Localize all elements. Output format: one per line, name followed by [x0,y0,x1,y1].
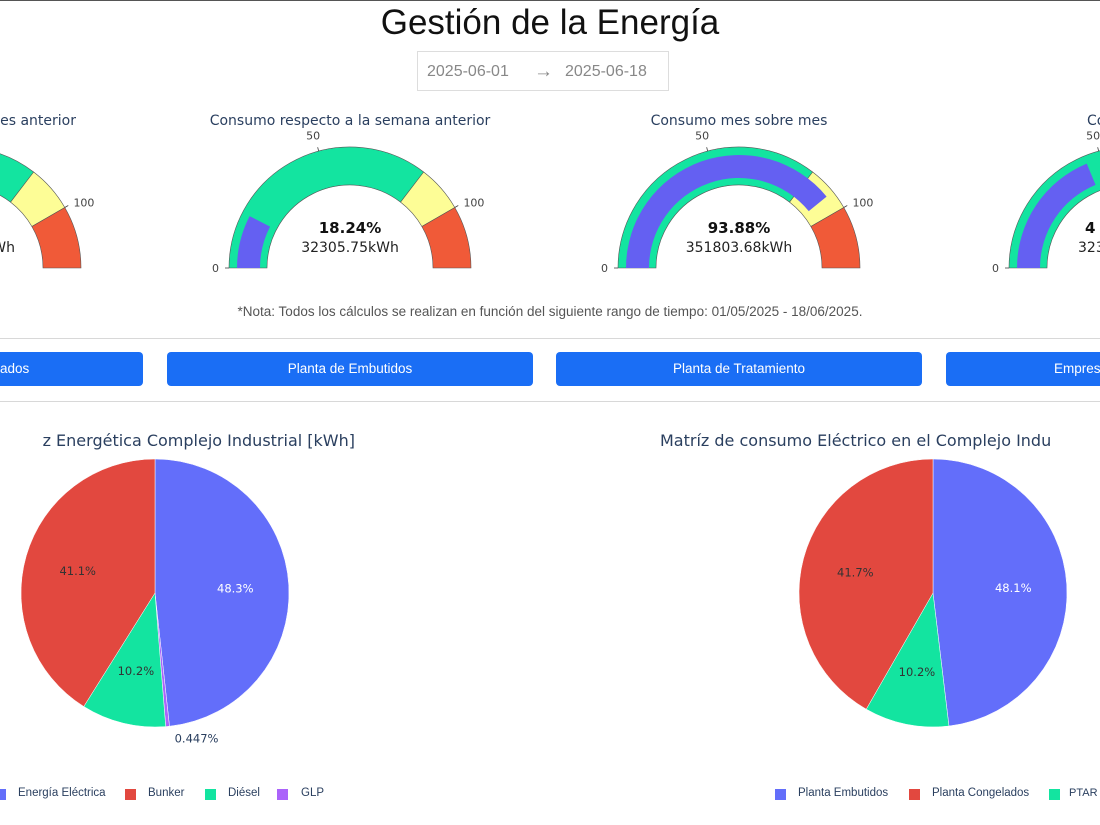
gauge-kwh: 351803.68kWh [686,240,793,256]
gauge-step-green [0,153,35,203]
legend-item[interactable]: Planta Embutidos [798,787,889,799]
pie-4: 48.3% 0.447% 10.2% 41.1% [20,458,290,745]
gauge-2: 0 50 100 Consumo respecto a la semana anter… [210,113,491,275]
legend-swatch [1049,789,1060,800]
plant-button-tratamiento[interactable]: Planta de Tratamiento [556,352,922,386]
plant-button-empresa[interactable]: Empres [946,352,1100,386]
gauge-title: Consumo se [1087,113,1100,129]
gauge-kwh: 32305.75kWh [301,240,399,256]
pie-slice-label: 10.2% [118,664,155,678]
pie-slice [154,458,290,727]
gauge-tick-label: 0 [992,262,999,275]
window-top-border [0,0,1100,1]
pie-slice-label: 48.1% [995,581,1032,595]
pie-slice [798,458,934,710]
legend-item[interactable]: Planta Congelados [932,787,1030,799]
pie-slice-label: 10.2% [899,665,936,679]
pie-slice [932,458,1068,727]
start-date-input[interactable]: 2025-06-01 [427,63,509,80]
gauge-title: Consumo respecto a la semana anterior [210,113,491,129]
legend-energy-matrix: Energía Eléctrica Bunker Diésel GLP Plan… [0,786,1100,806]
divider [0,338,1100,339]
gauges-row: 0 50 100 mes anterior Wh 0 50 100 Consumo respec… [0,113,1100,275]
legend-item[interactable]: Diésel [228,787,260,799]
gauge-title: mes anterior [0,113,76,129]
legend-item[interactable]: Bunker [148,787,185,799]
gauge-tick [1097,147,1100,152]
gauge-tick-label: 50 [306,129,320,142]
gauge-kwh: Wh [0,240,15,256]
gauge-tick-label: 100 [73,197,94,210]
gauge-step-red [810,207,861,269]
time-range-note: *Nota: Todos los cálculos se realizan en… [237,304,863,319]
gauge-tick-label: 100 [463,197,484,210]
gauge-3: 0 50 100 Consumo mes sobre mes 93.88% 351803.… [601,113,873,275]
gauge-value-bar [1017,163,1096,268]
pie-slice-label: 41.1% [59,564,96,578]
plant-button-embutidos[interactable]: Planta de Embutidos [167,352,533,386]
plant-button-congelados[interactable]: ados [0,352,143,386]
divider [0,401,1100,402]
gauge-value-bar [237,216,271,268]
arrow-right-icon: → [534,61,553,82]
end-date-input[interactable]: 2025-06-18 [565,63,647,80]
pie-slice-label: 0.447% [175,731,219,745]
gauge-tick [64,205,69,208]
page-title: Gestión de la Energía [380,3,720,42]
gauge-tick-label: 50 [1086,129,1100,142]
pie-slice-label: 41.7% [837,565,874,579]
legend-swatch [125,789,136,800]
gauge-value-bar [626,155,827,268]
gauge-step-red [421,207,472,269]
gauge-percent: 93.88% [708,219,770,237]
gauge-tick [843,205,848,208]
gauge-percent: 18.24% [319,219,381,237]
pie-title-electric-matrix: Matríz de consumo Eléctrico en el Comple… [660,431,1052,450]
pie-slice-label: 48.3% [217,582,254,596]
pie-slice [20,458,156,707]
legend-item[interactable]: GLP [301,787,325,799]
gauge-tick [317,147,320,152]
legend-swatch [775,789,786,800]
pie-slice [865,592,950,728]
gauge-tick-label: 0 [601,262,608,275]
legend-swatch [0,789,6,800]
gauge-tick-label: 0 [212,262,219,275]
legend-item[interactable]: PTAR [1069,787,1098,799]
gauge-tick-label: 50 [695,129,709,142]
date-range-picker[interactable]: 2025-06-01 → 2025-06-18 [417,51,669,91]
legend-swatch [277,789,288,800]
pie-5: 48.1% 10.2% 41.7% [798,458,1068,728]
legend-item[interactable]: Energía Eléctrica [18,787,106,799]
gauge-kwh: 323 [1078,240,1100,256]
gauge-tick [454,205,459,208]
gauge-step-green [228,146,425,269]
gauge-tick-label: 100 [852,197,873,210]
gauge-title: Consumo mes sobre mes [651,113,828,129]
pie-charts: 48.3% 0.447% 10.2% 41.1% 48.1% 10.2% 41.7% [20,458,1068,745]
pie-slice [83,592,167,728]
gauge-step-red [31,207,82,269]
pie-title-energy-matrix: z Energética Complejo Industrial [kWh] [42,431,355,450]
legend-swatch [909,789,920,800]
gauge-1: 050100mes anteriorWh [0,113,94,269]
gauge-percent: 4 [1085,219,1095,237]
legend-swatch [205,789,216,800]
gauge-tick [706,147,709,152]
